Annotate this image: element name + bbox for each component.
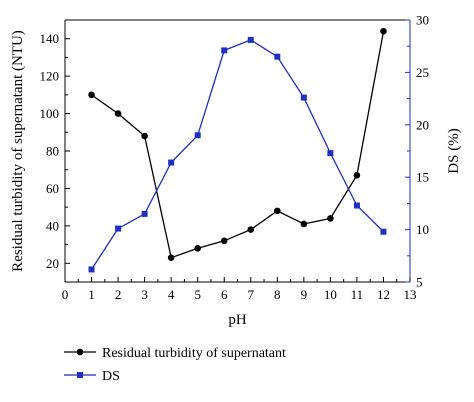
x-axis-title: pH — [228, 312, 247, 328]
y-right-tick-label: 25 — [416, 65, 429, 80]
legend-marker-circle — [76, 348, 84, 356]
x-tick-label: 11 — [351, 287, 364, 302]
x-tick-label: 1 — [88, 287, 95, 302]
y-left-tick-label: 60 — [46, 181, 59, 196]
y-right-axis-title: DS (%) — [446, 128, 462, 173]
y-right-tick-label: 15 — [416, 170, 429, 185]
turbidity-point — [141, 132, 148, 140]
turbidity-point — [327, 215, 334, 222]
y-right-tick-label: 20 — [416, 117, 429, 132]
x-tick-label: 2 — [115, 287, 122, 302]
x-tick-label: 13 — [404, 287, 417, 302]
y-right-tick-label: 5 — [416, 275, 423, 290]
turbidity-point — [220, 237, 228, 245]
turbidity-point — [380, 27, 387, 35]
ds-point — [115, 225, 122, 232]
ds-point — [247, 36, 254, 43]
x-tick-label: 8 — [274, 287, 281, 302]
y-left-axis-title: Residual turbidity of supernatant (NTU) — [10, 30, 26, 272]
ds-point — [380, 228, 387, 235]
ds-point — [194, 132, 201, 139]
ds-point — [300, 94, 307, 101]
ds-point — [274, 53, 281, 60]
turbidity-point — [274, 207, 281, 215]
series-layer — [88, 27, 387, 273]
turbidity-point — [247, 226, 255, 233]
x-tick-label: 4 — [168, 287, 175, 302]
turbidity-point — [194, 245, 201, 252]
x-tick-label: 7 — [248, 287, 255, 302]
legend-label: Residual turbidity of supernatant — [102, 346, 286, 361]
x-tick-label: 6 — [221, 287, 228, 302]
axes: 0 1 2 3 4 5 6 7 8 9 10 11 12 132040608010012014051015… — [10, 13, 462, 329]
legend: Residual turbidity of supernatant DS — [64, 346, 286, 384]
ds-point — [327, 150, 334, 157]
x-tick-label: 9 — [301, 287, 308, 302]
y-left-tick-label: 40 — [46, 218, 59, 233]
ds-point — [221, 47, 228, 54]
turbidity-point — [353, 172, 361, 179]
y-left-tick-label: 20 — [46, 256, 59, 271]
y-left-tick-label: 120 — [40, 69, 60, 84]
ds-point — [168, 159, 175, 166]
y-right-tick-label: 10 — [416, 222, 429, 237]
turbidity-point — [300, 220, 308, 228]
x-tick-label: 5 — [194, 287, 201, 302]
ds-point — [141, 210, 148, 217]
y-left-tick-label: 100 — [40, 106, 60, 121]
turbidity-point — [114, 110, 122, 117]
x-tick-label: 0 — [62, 287, 69, 302]
y-right-tick-label: 30 — [416, 13, 429, 28]
x-tick-label: 10 — [324, 287, 337, 302]
x-tick-label: 12 — [377, 287, 390, 302]
y-left-tick-label: 140 — [40, 31, 60, 46]
series-line-turbidity — [91, 31, 385, 259]
y-left-tick-label: 80 — [46, 144, 59, 159]
turbidity-point — [88, 91, 95, 99]
turbidity-point — [167, 254, 175, 261]
ds-point — [88, 266, 95, 273]
legend-marker-square — [77, 372, 83, 378]
series-line-ds — [90, 39, 384, 270]
legend-label: DS — [102, 369, 120, 384]
ds-point — [353, 202, 360, 209]
x-tick-label: 3 — [141, 287, 148, 302]
